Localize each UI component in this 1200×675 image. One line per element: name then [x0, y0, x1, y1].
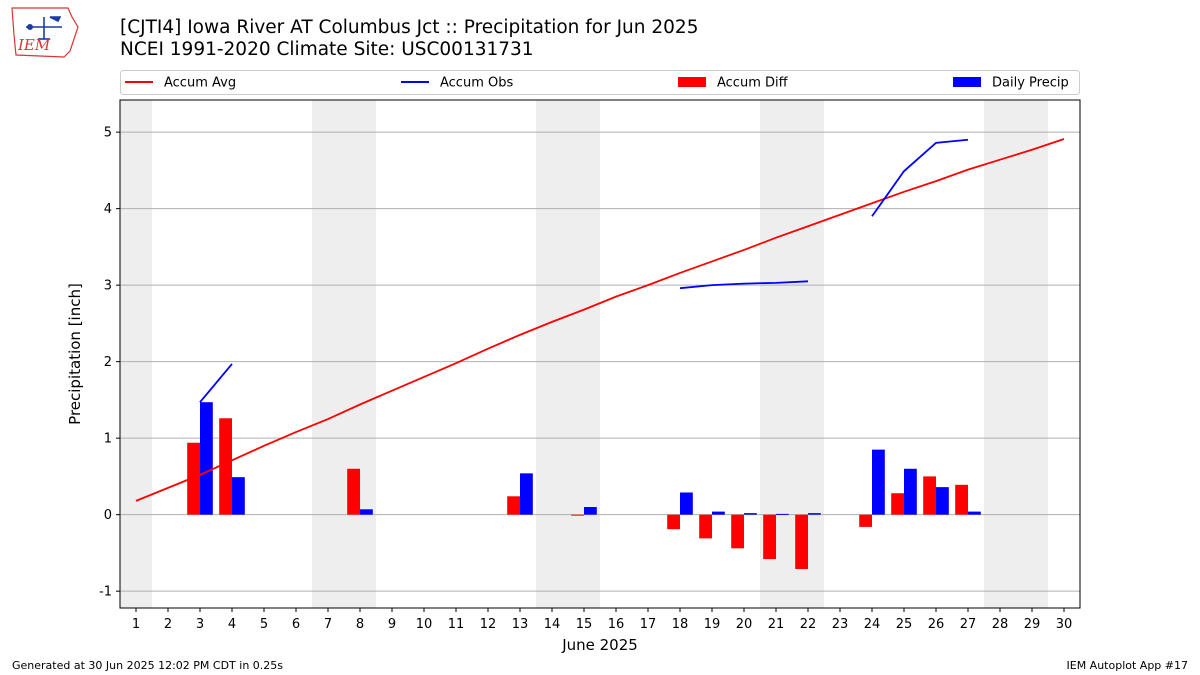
daily-precip-bar: [520, 473, 533, 515]
daily-precip-bar: [776, 513, 789, 515]
accum-diff-bar: [923, 476, 936, 515]
x-tick-label: 10: [416, 617, 433, 632]
y-tick-label: -1: [99, 585, 112, 600]
legend-label: Accum Obs: [440, 76, 513, 91]
x-tick-label: 30: [1056, 617, 1073, 632]
accum-diff-bar: [699, 514, 712, 539]
weekend-band: [120, 100, 152, 608]
chart-title: [CJTI4] Iowa River AT Columbus Jct :: Pr…: [120, 17, 698, 61]
x-tick-label: 14: [544, 617, 561, 632]
legend-label: Accum Diff: [717, 76, 789, 91]
weekend-band: [536, 100, 600, 608]
x-tick-label: 8: [356, 617, 364, 632]
logo-text: IEM: [17, 36, 51, 54]
x-axis-label: June 2025: [561, 636, 638, 654]
y-tick-label: 0: [104, 508, 112, 523]
x-tick-label: 11: [448, 617, 465, 632]
iem-logo: IEM: [11, 7, 79, 58]
accum-diff-bar: [859, 514, 872, 527]
accum-diff-bar: [795, 514, 808, 569]
x-tick-label: 19: [704, 617, 721, 632]
chart-title-line2: NCEI 1991-2020 Climate Site: USC00131731: [120, 39, 534, 60]
daily-precip-bar: [968, 511, 981, 515]
iowa-state-outline-icon: [11, 7, 79, 58]
legend-swatch-bar: [678, 77, 706, 87]
x-tick-label: 3: [196, 617, 204, 632]
daily-precip-bar: [584, 507, 597, 515]
weather-station-icon: [26, 16, 62, 40]
legend-label: Accum Avg: [164, 76, 236, 91]
x-tick-label: 26: [928, 617, 945, 632]
x-tick-label: 15: [576, 617, 593, 632]
x-tick-label: 9: [388, 617, 396, 632]
daily-precip-bar: [712, 511, 725, 515]
y-axis-label: Precipitation [inch]: [66, 283, 84, 425]
x-tick-label: 22: [800, 617, 817, 632]
weekend-band: [312, 100, 376, 608]
daily-precip-bar: [744, 513, 757, 515]
legend-label: Daily Precip: [992, 76, 1069, 91]
x-tick-label: 25: [896, 617, 913, 632]
accum-diff-bar: [667, 514, 680, 530]
x-tick-label: 17: [640, 617, 657, 632]
legend-swatch-bar: [953, 77, 981, 87]
y-tick-label: 5: [104, 126, 112, 141]
x-tick-label: 18: [672, 617, 689, 632]
x-tick-label: 12: [480, 617, 497, 632]
x-tick-label: 13: [512, 617, 529, 632]
daily-precip-bar: [232, 477, 245, 515]
legend-box: [120, 70, 1080, 95]
accum-avg-line: [135, 138, 1065, 502]
accum-diff-bar: [731, 514, 744, 549]
daily-precip-bar: [808, 513, 821, 515]
x-tick-label: 2: [164, 617, 172, 632]
y-tick-label: 4: [104, 202, 112, 217]
x-tick-label: 20: [736, 617, 753, 632]
x-tick-label: 7: [324, 617, 332, 632]
accum-diff-bar: [571, 514, 584, 516]
accum-diff-bar: [219, 418, 232, 515]
daily-precip-bar: [936, 487, 949, 515]
x-tick-label: 4: [228, 617, 236, 632]
accum-diff-bar: [763, 514, 776, 560]
x-tick-label: 1: [132, 617, 140, 632]
daily-precip-bar: [904, 468, 917, 515]
accum-diff-bar: [347, 468, 360, 515]
footer-app: IEM Autoplot App #17: [1066, 659, 1189, 672]
y-tick-label: 2: [104, 355, 112, 370]
x-tick-label: 29: [1024, 617, 1041, 632]
weekend-band: [984, 100, 1048, 608]
daily-precip-bar: [360, 509, 373, 515]
x-tick-label: 5: [260, 617, 268, 632]
x-tick-label: 24: [864, 617, 881, 632]
x-tick-label: 28: [992, 617, 1009, 632]
x-tick-label: 23: [832, 617, 849, 632]
accum-diff-bar: [187, 442, 200, 515]
daily-precip-bar: [680, 492, 693, 515]
accum-obs-line: [871, 138, 969, 217]
daily-precip-bar: [872, 449, 885, 515]
accum-obs-line: [199, 363, 233, 403]
y-tick-label: 1: [104, 432, 112, 447]
accum-diff-bar: [955, 484, 968, 515]
x-tick-label: 21: [768, 617, 785, 632]
chart-title-line1: [CJTI4] Iowa River AT Columbus Jct :: Pr…: [120, 17, 699, 38]
daily-precip-bar: [200, 402, 213, 515]
x-tick-label: 6: [292, 617, 300, 632]
accum-diff-bar: [507, 496, 520, 515]
plot-frame: [119, 99, 1081, 609]
accum-obs-line: [679, 280, 809, 290]
x-tick-label: 27: [960, 617, 977, 632]
y-tick-label: 3: [104, 279, 112, 294]
footer-generated: Generated at 30 Jun 2025 12:02 PM CDT in…: [12, 659, 284, 672]
accum-diff-bar: [891, 493, 904, 515]
x-tick-label: 16: [608, 617, 625, 632]
